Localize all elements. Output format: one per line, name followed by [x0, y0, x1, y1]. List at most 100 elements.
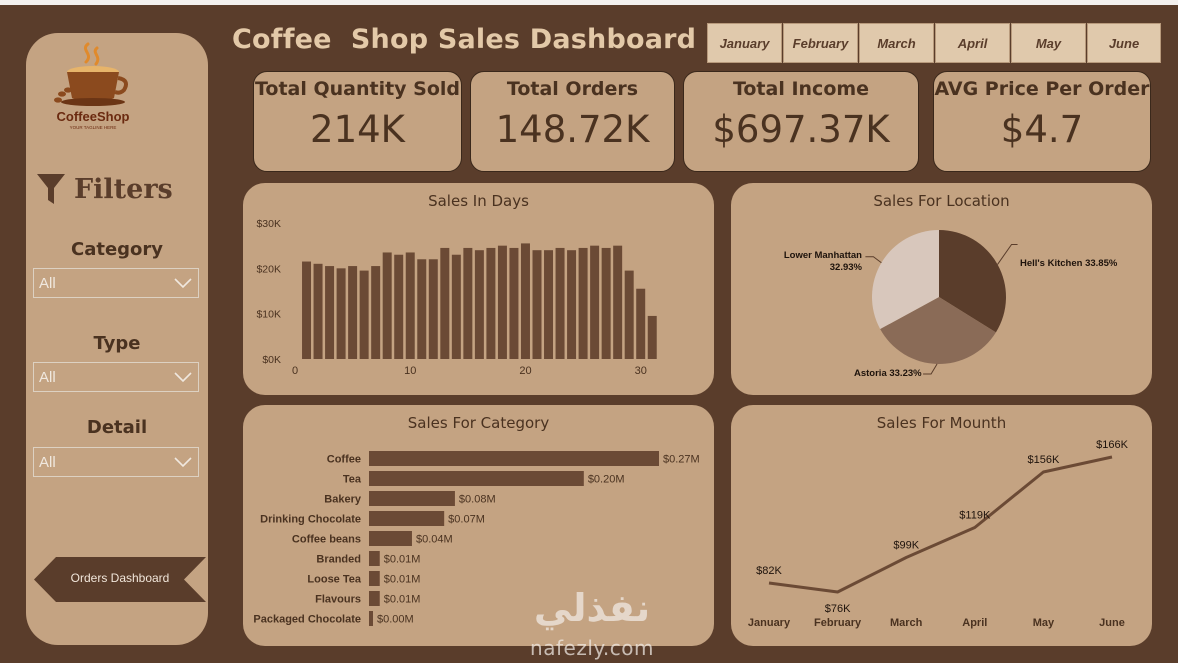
category-bar	[369, 531, 412, 546]
category-select[interactable]: All	[33, 268, 199, 298]
day-bar	[520, 243, 530, 359]
day-bar	[440, 247, 450, 359]
category-bar	[369, 571, 380, 586]
pie-label: Lower Manhattan	[784, 250, 862, 261]
page-title: Coffee Shop Sales Dashboard	[232, 24, 697, 55]
pie-label: 32.93%	[830, 262, 863, 273]
funnel-icon	[37, 174, 65, 204]
pie-leader-line	[865, 256, 882, 264]
month-axis-label: January	[748, 617, 791, 629]
logo-tagline: YOUR TAGLINE HERE	[70, 125, 117, 130]
category-value-label: $0.01M	[384, 554, 421, 566]
sales-for-category-chart: Coffee $0.27M Tea $0.20M Bakery $0.08M Drinkin…	[253, 451, 700, 626]
day-bar	[451, 254, 461, 359]
y-tick-label: $10K	[256, 309, 281, 321]
detail-filter-label: Detail	[86, 417, 148, 438]
sales-for-month-chart: $82K $76K $99K $119K $156K $166K January Februa…	[748, 439, 1129, 629]
day-bar	[313, 263, 323, 359]
chevron-down-icon	[174, 372, 192, 383]
category-value-label: $0.00M	[377, 614, 414, 626]
pie-label: Hell's Kitchen 33.85%	[1020, 258, 1118, 269]
x-tick-label: 10	[404, 365, 416, 377]
category-bar	[369, 551, 380, 566]
month-slicer: January February March April May June	[707, 23, 1161, 63]
day-bar	[497, 245, 507, 359]
category-value-label: $0.01M	[384, 574, 421, 586]
sales-in-days-card: Sales In Days $0K $10K $20K $30K 0 10 20 30	[243, 183, 714, 395]
kpi-value: $4.7	[1000, 108, 1084, 151]
orders-dashboard-label: Orders Dashboard	[70, 571, 170, 585]
category-value-label: $0.04M	[416, 534, 453, 546]
month-button-march[interactable]: March	[859, 23, 934, 63]
category-label: Coffee beans	[292, 534, 361, 546]
chart-title: Sales For Category	[407, 414, 550, 432]
day-bar	[509, 247, 519, 359]
category-bar	[369, 511, 445, 526]
day-bar	[486, 247, 496, 359]
month-button-february[interactable]: February	[783, 23, 858, 63]
day-bar	[348, 266, 358, 359]
month-button-april[interactable]: April	[935, 23, 1010, 63]
month-value-label: $99K	[893, 540, 919, 552]
month-line	[768, 455, 1113, 594]
category-filter-label: Category	[70, 239, 164, 260]
chevron-down-icon	[174, 457, 192, 468]
pie-leader-line	[923, 363, 938, 375]
day-bar	[544, 250, 554, 359]
day-bar	[624, 270, 634, 359]
month-button-june[interactable]: June	[1087, 23, 1161, 63]
sales-in-days-chart: $0K $10K $20K $30K 0 10 20 30	[256, 218, 657, 377]
kpi-card-avg-price: AVG Price Per Order $4.7	[933, 71, 1151, 172]
watermark-latin: nafezly.com	[530, 636, 654, 660]
category-bar	[369, 491, 455, 506]
month-value-label: $166K	[1096, 439, 1128, 451]
month-value-label: $76K	[825, 603, 851, 615]
month-value-label: $156K	[1027, 454, 1059, 466]
kpi-card-orders: Total Orders 148.72K	[470, 71, 675, 172]
chart-title: Sales For Mounth	[876, 414, 1007, 432]
kpi-value: 148.72K	[495, 108, 650, 151]
category-label: Drinking Chocolate	[260, 514, 361, 526]
x-tick-label: 30	[635, 365, 647, 377]
orders-dashboard-button[interactable]: Orders Dashboard	[34, 557, 206, 602]
day-bar	[647, 315, 657, 359]
month-axis-label: April	[962, 617, 987, 629]
chart-title: Sales In Days	[428, 192, 529, 210]
sales-for-location-card: Sales For Location Hell's Kitchen 33.85%…	[731, 183, 1152, 395]
day-bar	[590, 245, 600, 359]
month-axis-label: June	[1099, 617, 1125, 629]
sidebar	[26, 33, 208, 645]
category-label: Branded	[316, 554, 361, 566]
detail-select[interactable]: All	[33, 447, 199, 477]
pie-leader-line	[997, 243, 1018, 265]
arrow-shape-icon	[34, 557, 206, 602]
month-button-january[interactable]: January	[707, 23, 782, 63]
x-tick-label: 0	[292, 365, 298, 377]
month-axis-label: February	[814, 617, 862, 629]
day-bar	[578, 247, 588, 359]
y-tick-label: $30K	[256, 218, 281, 230]
category-value-label: $0.08M	[459, 494, 496, 506]
logo-brand: CoffeeShop	[57, 109, 130, 124]
sales-for-month-card: Sales For Mounth $82K $76K $99K $119K $156K $…	[731, 405, 1152, 646]
day-bar	[567, 250, 577, 359]
day-bar	[428, 259, 438, 359]
y-tick-label: $0K	[262, 354, 281, 366]
category-value-label: $0.20M	[588, 474, 625, 486]
sales-for-category-card: Sales For Category Coffee $0.27M Tea $0.20M…	[243, 405, 714, 646]
y-tick-label: $20K	[256, 263, 281, 275]
watermark-arabic: نفذلي	[533, 586, 651, 630]
type-select[interactable]: All	[33, 362, 199, 392]
day-bar	[325, 266, 335, 359]
day-bar	[463, 247, 473, 359]
category-value-label: $0.07M	[448, 514, 485, 526]
month-button-may[interactable]: May	[1011, 23, 1086, 63]
type-filter-label: Type	[93, 333, 141, 354]
day-bar	[417, 259, 427, 359]
kpi-label: Total Quantity Sold	[254, 78, 461, 100]
day-bar	[532, 250, 542, 359]
day-bar	[636, 288, 646, 359]
category-label: Packaged Chocolate	[253, 614, 361, 626]
day-bar	[601, 247, 611, 359]
category-value-label: $0.27M	[663, 454, 700, 466]
